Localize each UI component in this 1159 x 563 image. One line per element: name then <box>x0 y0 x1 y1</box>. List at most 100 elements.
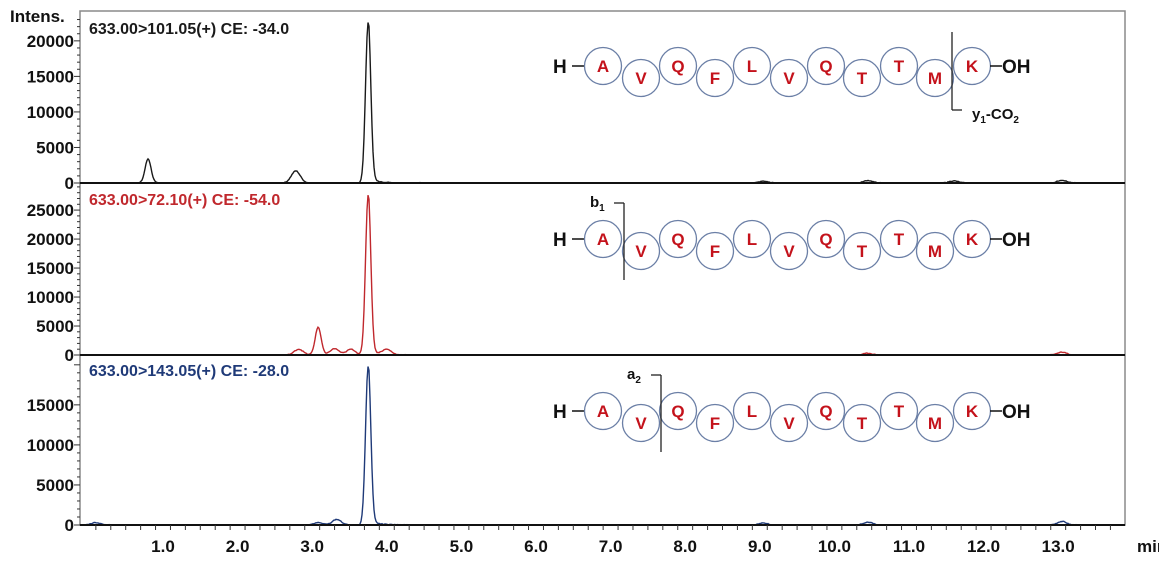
residue-circle <box>769 403 809 443</box>
residue-letter: L <box>747 230 757 249</box>
y-tick-label: 15000 <box>27 67 74 86</box>
residue-letter: Q <box>671 57 684 76</box>
y-tick-label: 0 <box>65 174 74 193</box>
n-terminus-label: H <box>553 230 567 251</box>
y-tick-label: 10000 <box>27 436 74 455</box>
residue-circle <box>769 58 809 98</box>
peptide-annotations: H A V Q F L V Q T T M K OH y1-CO2 H A V Q F L V Q T T M K OH b1 H A V Q… <box>553 32 1031 452</box>
x-tick-label: 8.0 <box>673 537 697 556</box>
y-tick-label: 5000 <box>36 317 74 336</box>
residue-letter: A <box>597 230 609 249</box>
c-terminus-label: OH <box>1002 230 1031 251</box>
residue-circle <box>842 403 882 443</box>
x-tick-label: 5.0 <box>450 537 474 556</box>
y-tick-label: 5000 <box>36 138 74 157</box>
residue-letter: T <box>857 242 868 261</box>
residue-letter: K <box>966 230 979 249</box>
x-tick-label: 3.0 <box>300 537 324 556</box>
x-tick-label: 6.0 <box>524 537 548 556</box>
residue-letter: T <box>894 402 905 421</box>
residue-circle <box>695 403 735 443</box>
c-terminus-label: OH <box>1002 402 1031 423</box>
residue-letter: F <box>710 414 720 433</box>
residue-circle <box>658 219 698 259</box>
residue-letter: V <box>635 242 647 261</box>
residue-circle <box>915 231 955 271</box>
residue-letter: K <box>966 57 979 76</box>
residue-circle <box>695 58 735 98</box>
trace-panel-2 <box>81 195 1124 356</box>
trace-panel-3 <box>81 366 1123 526</box>
residue-circle <box>658 391 698 431</box>
c-terminus-label: OH <box>1002 57 1031 78</box>
residue-letter: Q <box>671 230 684 249</box>
residue-letter: V <box>783 242 795 261</box>
residue-letter: V <box>783 414 795 433</box>
residue-letter: Q <box>671 402 684 421</box>
x-tick-label: 2.0 <box>226 537 250 556</box>
residue-letter: Q <box>819 230 832 249</box>
trace-panel-1 <box>81 22 1124 184</box>
residue-letter: V <box>635 69 647 88</box>
chromatogram-traces <box>81 22 1124 526</box>
peptide-sequence-panel-1: H A V Q F L V Q T T M K OH y1-CO2 <box>553 32 1031 126</box>
residue-circle <box>879 46 919 86</box>
fragment-label-b1: b1 <box>590 194 605 214</box>
residue-letter: Q <box>819 57 832 76</box>
y-tick-label: 20000 <box>27 32 74 51</box>
residue-letter: Q <box>819 402 832 421</box>
residue-letter: M <box>928 69 942 88</box>
x-tick-label: 1.0 <box>151 537 175 556</box>
residue-circle <box>583 391 623 431</box>
y-tick-label: 0 <box>65 346 74 365</box>
residue-circle <box>842 231 882 271</box>
n-terminus-label: H <box>553 57 567 78</box>
residue-letter: M <box>928 414 942 433</box>
x-tick-label: 13.0 <box>1042 537 1075 556</box>
x-axis-unit: min <box>1137 537 1159 556</box>
y-tick-label: 10000 <box>27 103 74 122</box>
residue-circle <box>842 58 882 98</box>
residue-circle <box>732 391 772 431</box>
residue-circle <box>879 391 919 431</box>
fragment-label-y1-co2: y1-CO2 <box>972 106 1019 126</box>
y-tick-label: 25000 <box>27 201 74 220</box>
x-tick-label: 11.0 <box>893 537 925 556</box>
y-axis-title: Intens. <box>10 7 65 26</box>
residue-letter: V <box>783 69 795 88</box>
residue-circle <box>658 46 698 86</box>
residue-letter: L <box>747 402 757 421</box>
residue-circle <box>806 391 846 431</box>
residue-circle <box>621 58 661 98</box>
peptide-sequence-panel-3: H A V Q F L V Q T T M K OH a2 <box>553 366 1031 452</box>
residue-circle <box>583 219 623 259</box>
residue-circle <box>621 231 661 271</box>
residue-circle <box>732 219 772 259</box>
panel-title-3: 633.00>143.05(+) CE: -28.0 <box>89 363 289 380</box>
residue-circle <box>732 46 772 86</box>
n-terminus-label: H <box>553 402 567 423</box>
residue-circle <box>915 58 955 98</box>
y-tick-label: 20000 <box>27 230 74 249</box>
peptide-sequence-panel-2: H A V Q F L V Q T T M K OH b1 <box>553 194 1031 280</box>
x-tick-label: 10.0 <box>818 537 851 556</box>
y-tick-label: 15000 <box>27 396 74 415</box>
x-tick-label: 4.0 <box>375 537 399 556</box>
x-tick-label: 9.0 <box>748 537 772 556</box>
residue-circle <box>879 219 919 259</box>
residue-letter: A <box>597 402 609 421</box>
residue-letter: T <box>857 69 868 88</box>
y-tick-label: 0 <box>65 516 74 535</box>
residue-letter: T <box>894 57 905 76</box>
residue-letter: V <box>635 414 647 433</box>
axes: 0 5000 10000 15000 20000 0 5000 10000 15000 20000… <box>27 19 1125 556</box>
y-tick-label: 10000 <box>27 288 74 307</box>
panel-title-1: 633.00>101.05(+) CE: -34.0 <box>89 21 289 38</box>
residue-letter: F <box>710 242 720 261</box>
residue-letter: T <box>857 414 868 433</box>
plot-frame <box>79 10 1126 526</box>
residue-circle <box>806 46 846 86</box>
residue-circle <box>806 219 846 259</box>
residue-circle <box>695 231 735 271</box>
